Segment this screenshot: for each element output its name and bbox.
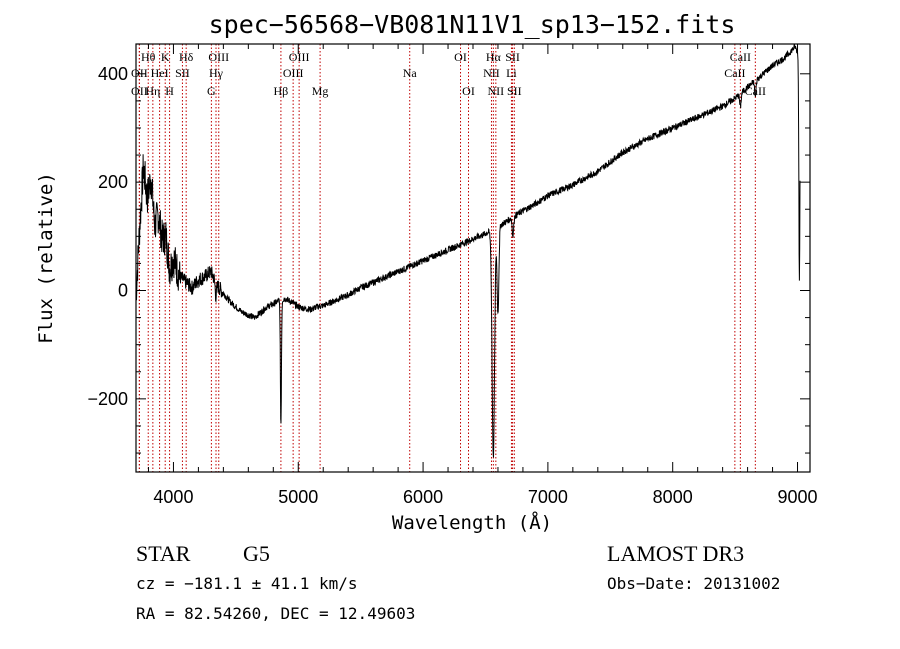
redshift-velocity: cz = −181.1 ± 41.1 km/s <box>136 574 358 593</box>
reference-line-label: Hγ <box>209 66 224 80</box>
x-tick-label: 8000 <box>653 487 693 507</box>
reference-line-label: Hα <box>486 50 502 64</box>
reference-line-label: HeI <box>151 66 169 80</box>
reference-line-label: OII <box>131 84 148 98</box>
reference-line-label: SII <box>507 84 522 98</box>
reference-line-label: CaII <box>730 50 751 64</box>
reference-line-label: Hβ <box>274 84 289 98</box>
object-class: STAR <box>136 541 191 566</box>
y-axis-label: Flux (relative) <box>35 172 57 344</box>
reference-line-label: NII <box>488 84 505 98</box>
x-tick-label: 7000 <box>528 487 568 507</box>
reference-line-label: Li <box>506 66 517 80</box>
x-tick-label: 9000 <box>777 487 817 507</box>
reference-line-label: CaII <box>745 84 766 98</box>
reference-line-label: G <box>207 84 216 98</box>
reference-line-label: SII <box>175 66 190 80</box>
reference-line-label: Mg <box>312 84 329 98</box>
x-tick-labels: 4000 5000 6000 7000 8000 9000 <box>153 487 817 507</box>
chart-title: spec−56568−VB081N11V1_sp13−152.fits <box>209 10 736 39</box>
reference-line-label: Hθ <box>141 50 156 64</box>
observation-date: Obs−Date: 20131002 <box>607 574 780 593</box>
survey-name: LAMOST DR3 <box>607 541 744 566</box>
reference-line-label: OIII <box>283 66 304 80</box>
reference-line-label: OI <box>462 84 475 98</box>
y-tick-label: −200 <box>87 389 128 409</box>
coordinates: RA = 82.54260, DEC = 12.49603 <box>136 604 415 623</box>
y-tick-labels: −200 0 200 400 <box>87 64 128 409</box>
plot-frame <box>135 43 811 473</box>
reference-lines <box>138 44 756 472</box>
reference-line-label: H <box>165 84 174 98</box>
x-tick-label: 5000 <box>278 487 318 507</box>
axis-ticks <box>136 44 810 472</box>
y-tick-label: 0 <box>118 281 128 301</box>
reference-line-label: K <box>161 50 170 64</box>
reference-line-label: Na <box>403 66 418 80</box>
reference-line-label: CaII <box>724 66 745 80</box>
x-tick-label: 4000 <box>153 487 193 507</box>
object-subclass: G5 <box>243 541 270 566</box>
x-tick-label: 6000 <box>403 487 443 507</box>
reference-line-label: OIII <box>208 50 229 64</box>
spectrum-line <box>135 43 801 458</box>
reference-line-label: SII <box>505 50 520 64</box>
reference-line-label: Hη <box>145 84 160 98</box>
x-axis-label: Wavelength (Å) <box>392 511 552 534</box>
reference-line-label: NII <box>483 66 500 80</box>
reference-line-label: OI <box>454 50 467 64</box>
reference-line-label: OII <box>131 66 148 80</box>
reference-line-label: OIII <box>289 50 310 64</box>
y-tick-label: 200 <box>98 172 128 192</box>
reference-line-label: Hδ <box>179 50 194 64</box>
y-tick-label: 400 <box>98 64 128 84</box>
